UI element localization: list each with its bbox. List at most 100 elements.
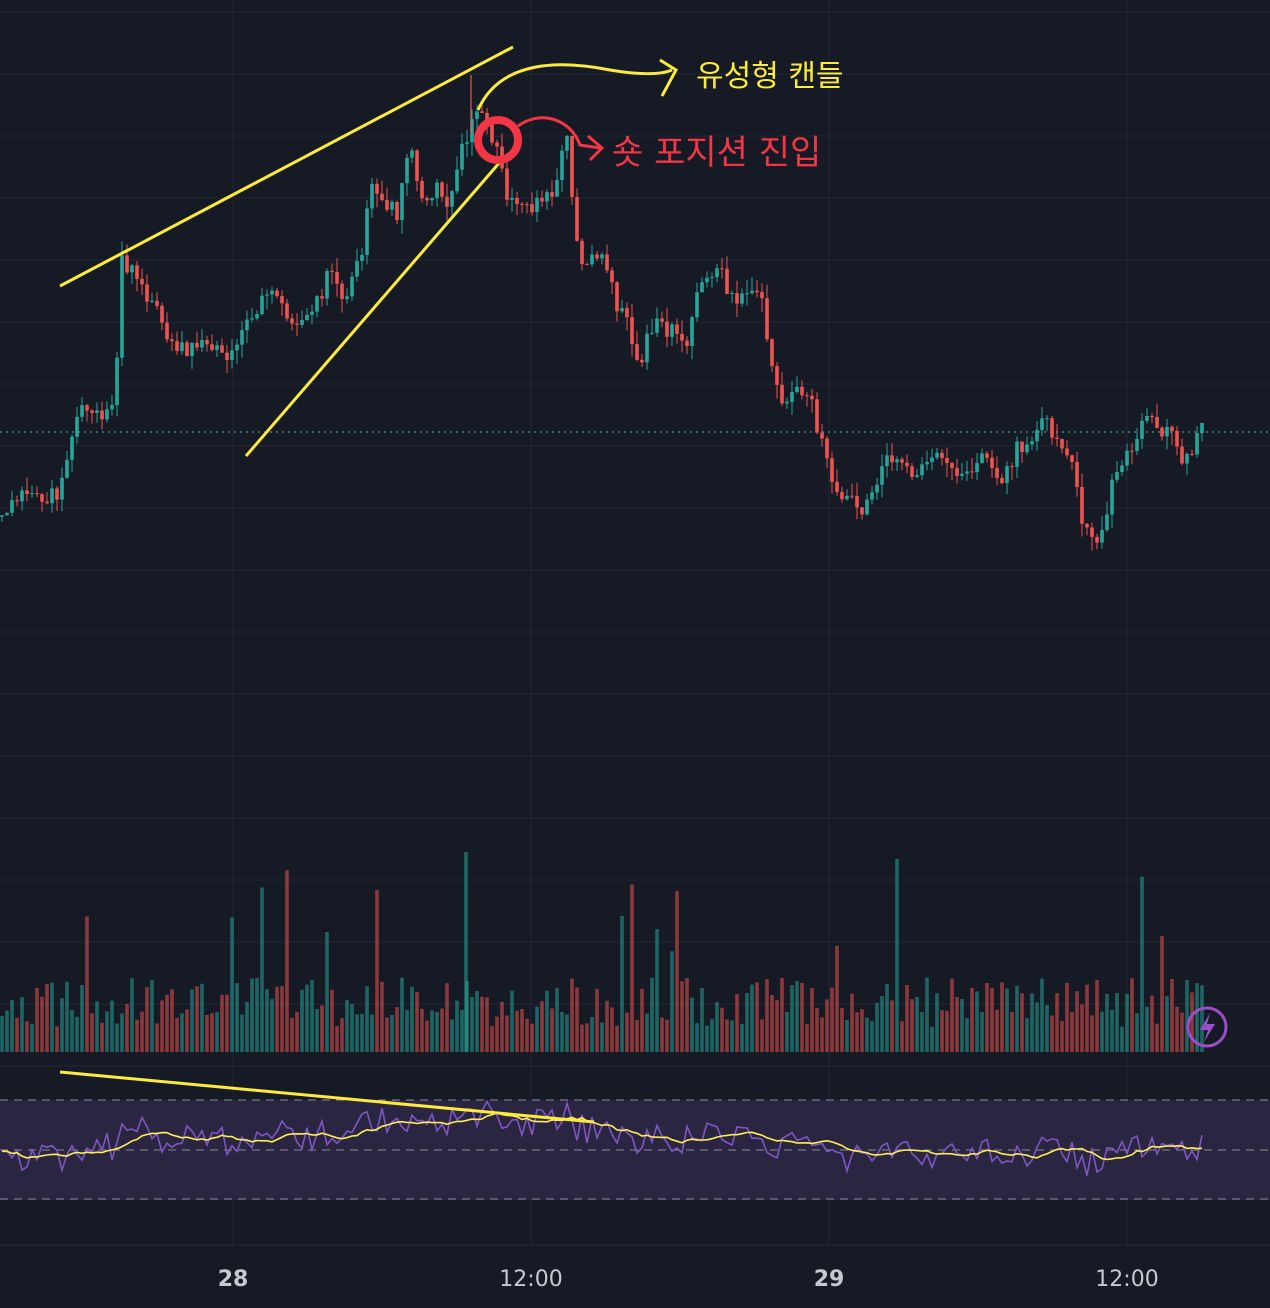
volume-bar: [645, 1013, 649, 1052]
volume-bar: [160, 1000, 164, 1052]
volume-bar: [800, 982, 804, 1052]
volume-bar: [915, 997, 919, 1052]
x-tick-label: 29: [814, 1267, 845, 1292]
candle-body: [190, 342, 194, 356]
volume-bar: [940, 1010, 944, 1052]
candle-body: [970, 471, 974, 473]
lightning-icon[interactable]: [1186, 1006, 1228, 1048]
candle-body: [1185, 453, 1189, 464]
candle-body: [1060, 438, 1064, 449]
candle-body: [1165, 426, 1169, 437]
volume-bar: [570, 978, 574, 1052]
volume-bar: [855, 1012, 859, 1052]
candle-body: [585, 264, 589, 266]
volume-bar: [90, 1013, 94, 1052]
volume-bar: [425, 1020, 429, 1052]
candle-body: [90, 410, 94, 414]
volume-bar: [1155, 1023, 1159, 1052]
candle-body: [270, 290, 274, 295]
volume-bar: [280, 986, 284, 1052]
volume-bar: [675, 890, 679, 1052]
candle-body: [330, 270, 334, 273]
candle-body: [265, 294, 269, 296]
volume-bar: [1190, 992, 1194, 1052]
candle-body: [50, 488, 54, 504]
candle-body: [545, 192, 549, 202]
volume-bar: [205, 1014, 209, 1052]
candle-body: [635, 344, 639, 360]
candle-body: [175, 341, 179, 351]
candle-body: [160, 305, 164, 323]
candle-body: [940, 452, 944, 459]
volume-bar: [325, 932, 329, 1052]
volume-bar: [115, 1023, 119, 1052]
volume-bar: [125, 1004, 129, 1052]
candle-body: [750, 290, 754, 294]
volume-bar: [705, 1025, 709, 1052]
volume-bar: [175, 1017, 179, 1052]
candle-body: [15, 500, 19, 502]
volume-bar: [660, 1017, 664, 1052]
candle-body: [925, 462, 929, 465]
candle-body: [1005, 466, 1009, 484]
candle-body: [980, 453, 984, 463]
volume-bar: [1085, 984, 1089, 1052]
volume-bar: [95, 1001, 99, 1052]
volume-bar: [1000, 982, 1004, 1052]
candle-body: [715, 268, 719, 278]
candle-body: [310, 311, 314, 315]
volume-bar: [1165, 996, 1169, 1052]
volume-bar: [5, 1010, 9, 1052]
candle-body: [1105, 514, 1109, 530]
candle-body: [345, 296, 349, 300]
volume-bar: [635, 1019, 639, 1052]
volume-bar: [1150, 995, 1154, 1052]
entry-arrow: [517, 116, 601, 150]
volume-bar: [120, 1013, 124, 1052]
candle-body: [775, 366, 779, 385]
volume-bar: [585, 1023, 589, 1052]
candle-body: [355, 260, 359, 277]
candle-body: [695, 292, 699, 318]
volume-bar: [520, 1008, 524, 1052]
candle-body: [180, 342, 184, 351]
candle-body: [335, 272, 339, 284]
volume-bar: [765, 979, 769, 1052]
volume-bar: [505, 1015, 509, 1052]
candle-body: [930, 457, 934, 463]
volume-bar: [70, 1010, 74, 1052]
volume-bar: [1025, 1018, 1029, 1052]
volume-bar: [600, 1022, 604, 1052]
volume-bar: [330, 989, 334, 1052]
candle-body: [645, 333, 649, 363]
candle-body: [1125, 450, 1129, 466]
volume-bar: [150, 980, 154, 1052]
volume-bar: [820, 1017, 824, 1052]
shooting-star-arrowhead: [659, 58, 678, 97]
upper-wedge-line: [59, 45, 514, 288]
volume-bars: [0, 852, 1204, 1052]
volume-bar: [980, 1011, 984, 1052]
candle-body: [610, 270, 614, 283]
volume-bar: [785, 1011, 789, 1052]
candle-body: [1085, 523, 1089, 528]
candle-body: [680, 333, 684, 341]
volume-bar: [695, 1023, 699, 1052]
volume-bar: [185, 1009, 189, 1052]
candle-body: [1040, 418, 1044, 430]
volume-bar: [930, 1026, 934, 1052]
candle-body: [65, 459, 69, 478]
candle-body: [300, 319, 304, 325]
volume-bar: [290, 1017, 294, 1052]
candle-body: [1055, 437, 1059, 439]
candle-body: [435, 182, 439, 199]
volume-bar: [480, 996, 484, 1052]
entry-arrowhead: [587, 134, 605, 162]
candle-body: [595, 254, 599, 259]
candle-body: [440, 182, 444, 197]
volume-bar: [250, 978, 254, 1052]
candle-body: [75, 416, 79, 437]
volume-bar: [555, 987, 559, 1052]
